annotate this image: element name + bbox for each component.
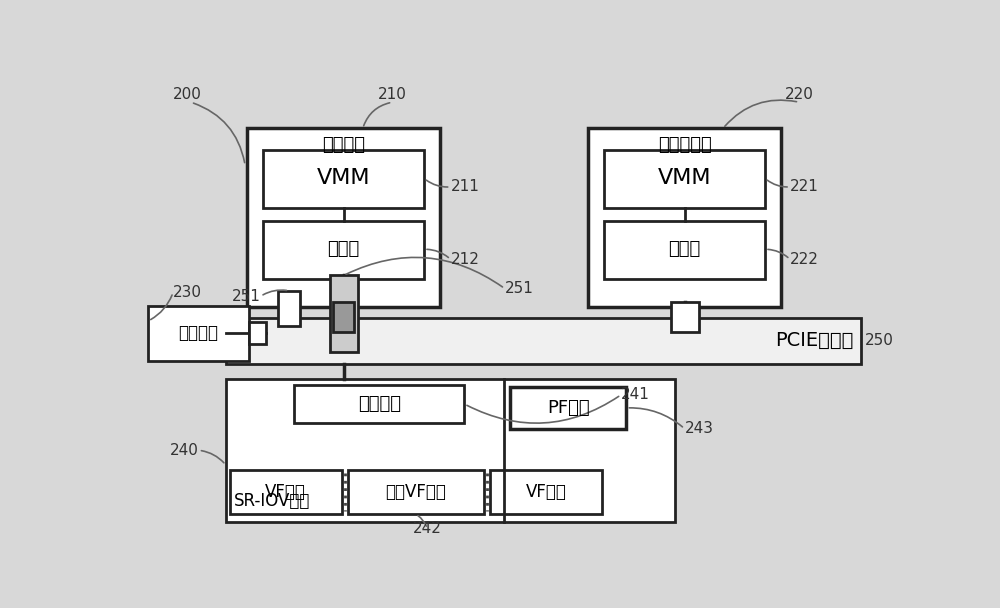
Bar: [278, 291, 300, 325]
Text: 222: 222: [790, 252, 819, 267]
Bar: [604, 150, 765, 208]
Bar: [671, 302, 698, 332]
Bar: [348, 469, 484, 514]
Bar: [333, 302, 354, 332]
Bar: [263, 221, 424, 278]
Text: 虚拟机: 虚拟机: [668, 240, 701, 258]
Text: 242: 242: [413, 521, 442, 536]
Text: 230: 230: [173, 285, 202, 300]
Text: 210: 210: [378, 87, 407, 102]
Bar: [226, 379, 675, 522]
Text: 251: 251: [505, 281, 534, 296]
Text: VF模块: VF模块: [525, 483, 566, 501]
Text: PCIE交换机: PCIE交换机: [775, 331, 854, 350]
Bar: [294, 385, 464, 423]
Text: 240: 240: [170, 443, 199, 458]
Text: 250: 250: [865, 333, 894, 348]
Text: 源服务器: 源服务器: [322, 136, 365, 154]
Bar: [148, 305, 249, 361]
Text: VMM: VMM: [317, 168, 370, 188]
Text: 243: 243: [685, 421, 714, 436]
Text: 221: 221: [790, 179, 819, 195]
Text: 虚拟机: 虚拟机: [327, 240, 360, 258]
Bar: [330, 275, 358, 353]
Text: SR-IOV网卡: SR-IOV网卡: [234, 492, 310, 510]
Text: 220: 220: [785, 87, 814, 102]
Bar: [230, 469, 342, 514]
Text: VF模块: VF模块: [265, 483, 306, 501]
Text: PF模块: PF模块: [547, 399, 590, 417]
Text: 第一VF模块: 第一VF模块: [385, 483, 446, 501]
Text: 212: 212: [450, 252, 479, 267]
Text: 211: 211: [450, 179, 479, 195]
Bar: [604, 221, 765, 278]
Text: 241: 241: [621, 387, 650, 402]
Bar: [249, 322, 266, 344]
Text: 物理端口: 物理端口: [358, 395, 401, 413]
Text: 目的服务器: 目的服务器: [658, 136, 711, 154]
Bar: [490, 469, 602, 514]
Bar: [263, 150, 424, 208]
Text: 251: 251: [232, 289, 261, 304]
Text: 管理节点: 管理节点: [179, 324, 219, 342]
Bar: [226, 318, 861, 364]
Text: VMM: VMM: [658, 168, 711, 188]
Bar: [247, 128, 440, 307]
Text: 200: 200: [173, 87, 202, 102]
Bar: [588, 128, 781, 307]
Bar: [510, 387, 626, 429]
